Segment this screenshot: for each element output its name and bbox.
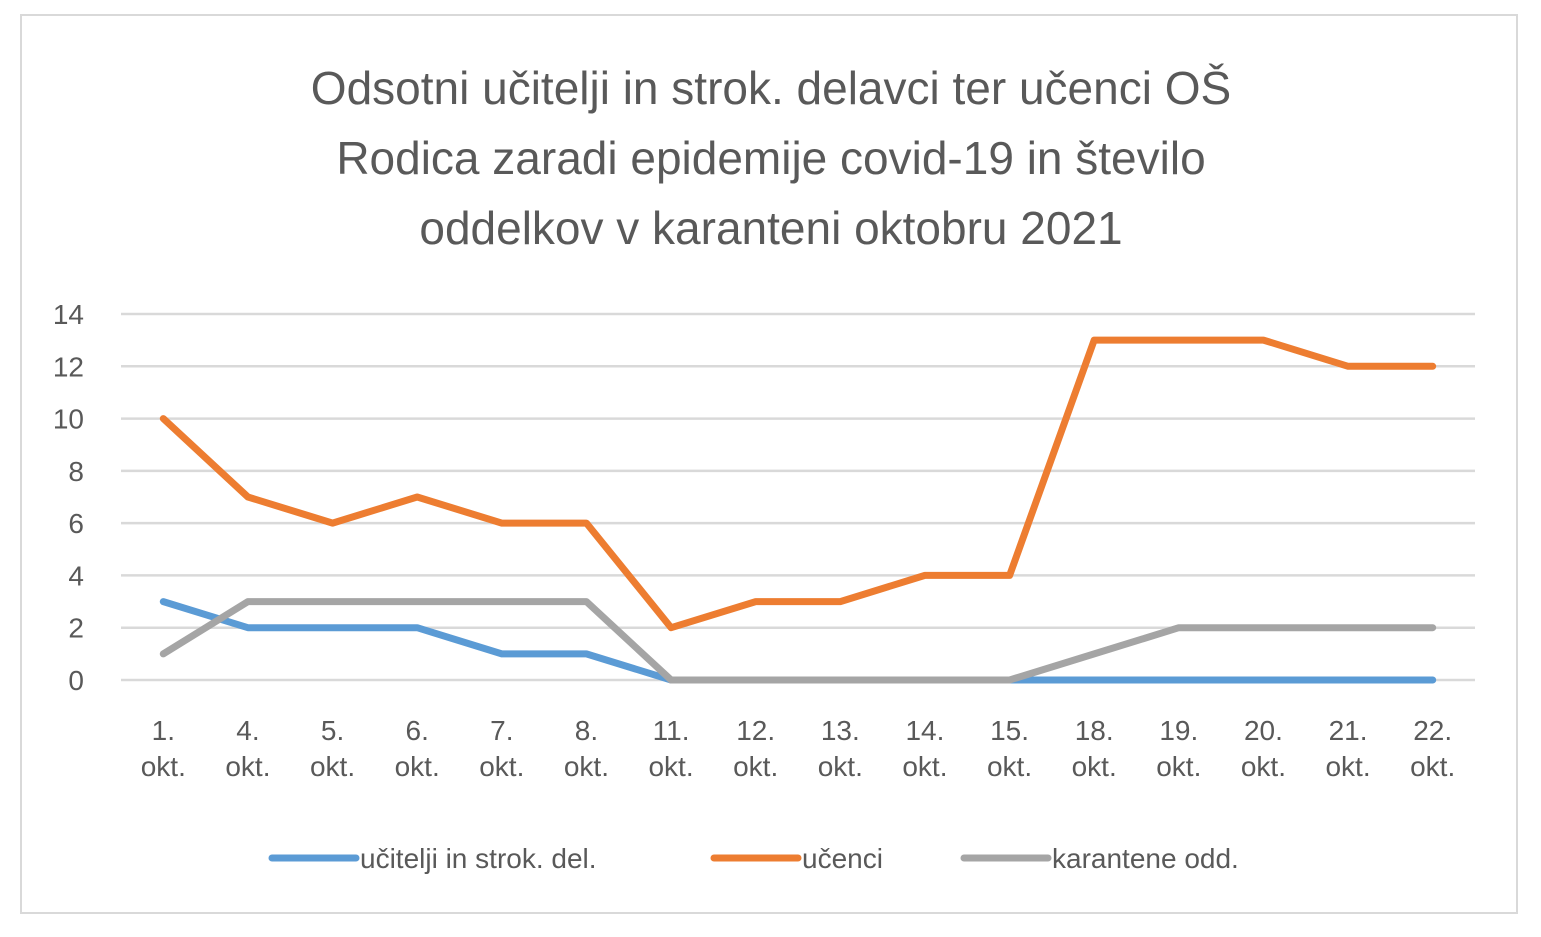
x-tick-label: 6. okt. bbox=[395, 715, 440, 782]
x-tick-label: 11. okt. bbox=[648, 715, 693, 782]
x-tick-label: 21. okt. bbox=[1325, 715, 1370, 782]
chart-title: Odsotni učitelji in strok. delavci ter u… bbox=[311, 62, 1231, 254]
y-tick-label: 14 bbox=[53, 299, 84, 330]
series-line bbox=[159, 598, 1437, 684]
series-line bbox=[159, 336, 1437, 632]
chart-frame: Odsotni učitelji in strok. delavci ter u… bbox=[20, 14, 1518, 914]
legend-label: učenci bbox=[802, 843, 883, 874]
x-tick-label: 22. okt. bbox=[1410, 715, 1455, 782]
chart-title-line: oddelkov v karanteni oktobru 2021 bbox=[419, 202, 1122, 254]
legend-label: karantene odd. bbox=[1052, 843, 1239, 874]
y-axis-tick-labels: 0 2 4 6 8 10 12 14 bbox=[53, 299, 84, 696]
x-axis-tick-labels: 1. okt. 4. okt. 5. okt. 6. okt. 7. okt. 8. okt. 11. o… bbox=[141, 715, 1456, 782]
y-tick-label: 12 bbox=[53, 351, 84, 382]
y-tick-label: 4 bbox=[68, 560, 84, 591]
legend-label: učitelji in strok. del. bbox=[360, 843, 597, 874]
x-tick-label: 14. okt. bbox=[902, 715, 947, 782]
x-tick-label: 12. okt. bbox=[733, 715, 778, 782]
series-line bbox=[159, 598, 1437, 684]
x-tick-label: 19. okt. bbox=[1156, 715, 1201, 782]
line-chart: Odsotni učitelji in strok. delavci ter u… bbox=[53, 62, 1475, 874]
x-tick-label: 15. okt. bbox=[987, 715, 1032, 782]
x-tick-label: 8. okt. bbox=[564, 715, 609, 782]
x-tick-label: 4. okt. bbox=[225, 715, 270, 782]
x-tick-label: 5. okt. bbox=[310, 715, 355, 782]
y-tick-label: 2 bbox=[68, 613, 84, 644]
chart-title-line: Rodica zaradi epidemije covid-19 in štev… bbox=[336, 132, 1205, 184]
y-tick-label: 10 bbox=[53, 404, 84, 435]
x-tick-label: 7. okt. bbox=[479, 715, 524, 782]
x-tick-label: 1. okt. bbox=[141, 715, 186, 782]
series-lines bbox=[159, 336, 1437, 684]
x-tick-label: 20. okt. bbox=[1241, 715, 1286, 782]
x-tick-label: 18. okt. bbox=[1072, 715, 1117, 782]
x-tick-label: 13. okt. bbox=[818, 715, 863, 782]
y-tick-label: 6 bbox=[68, 508, 84, 539]
y-tick-label: 0 bbox=[68, 665, 84, 696]
legend: učitelji in strok. del. učenci karantene o… bbox=[268, 843, 1239, 874]
chart-title-line: Odsotni učitelji in strok. delavci ter u… bbox=[311, 62, 1231, 114]
y-tick-label: 8 bbox=[68, 456, 84, 487]
